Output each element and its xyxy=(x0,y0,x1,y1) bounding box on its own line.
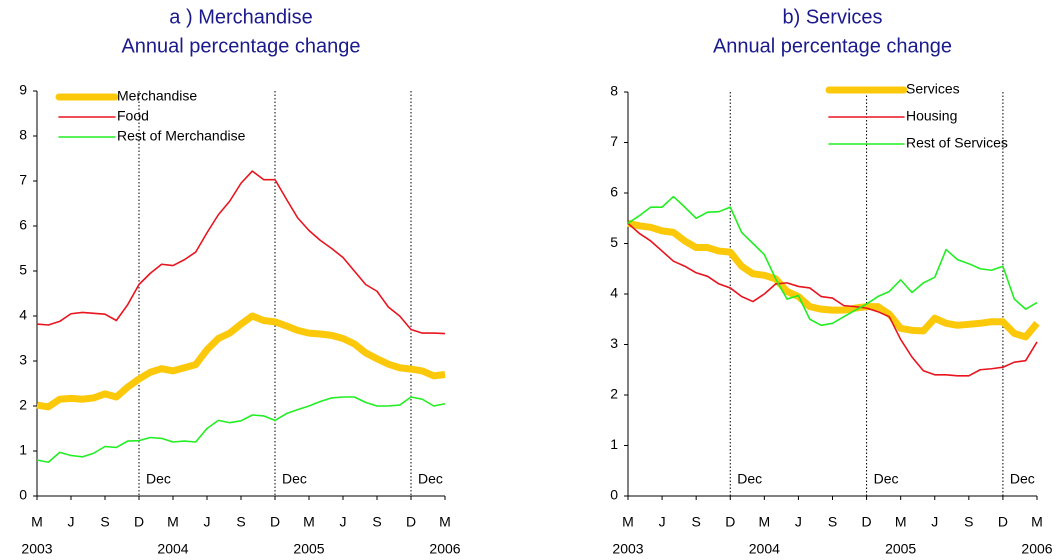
x-tick-label: D xyxy=(134,514,144,530)
year-label: 2003 xyxy=(21,541,52,557)
year-label: 2004 xyxy=(157,541,188,557)
year-label: 2005 xyxy=(293,541,324,557)
series-line xyxy=(627,195,1038,327)
x-tick-label: M xyxy=(895,514,907,530)
chart-title: b) Services xyxy=(782,6,882,28)
y-tick-label: 6 xyxy=(610,184,618,200)
x-tick-label: M xyxy=(622,514,634,530)
x-tick-label: M xyxy=(303,514,315,530)
y-tick-label: 3 xyxy=(610,335,618,351)
annotation-label: Dec xyxy=(1010,471,1035,487)
year-label: 2006 xyxy=(429,541,460,557)
year-label: 2003 xyxy=(612,541,643,557)
x-tick-label: S xyxy=(236,514,245,530)
x-tick-label: D xyxy=(406,514,416,530)
y-tick-label: 3 xyxy=(19,352,27,368)
y-tick-label: 7 xyxy=(610,133,618,149)
x-tick-label: J xyxy=(931,514,938,530)
x-tick-label: S xyxy=(372,514,381,530)
year-label: 2005 xyxy=(885,541,916,557)
annotation-label: Dec xyxy=(418,471,443,487)
y-tick-label: 6 xyxy=(19,217,27,233)
x-tick-label: J xyxy=(659,514,666,530)
series-line xyxy=(36,312,446,411)
y-tick-label: 8 xyxy=(19,127,27,143)
y-tick-label: 2 xyxy=(610,386,618,402)
y-tick-label: 2 xyxy=(19,397,27,413)
x-tick-label: D xyxy=(270,514,280,530)
annotation-label: Dec xyxy=(146,471,171,487)
legend-label: Services xyxy=(906,81,960,97)
x-tick-label: J xyxy=(204,514,211,530)
y-tick-label: 9 xyxy=(19,82,27,98)
x-tick-label: S xyxy=(100,514,109,530)
y-tick-label: 0 xyxy=(610,487,618,503)
x-tick-label: M xyxy=(758,514,770,530)
series-line xyxy=(627,222,1038,377)
year-label: 2004 xyxy=(749,541,780,557)
chart-title: a ) Merchandise xyxy=(169,6,312,28)
x-tick-label: D xyxy=(998,514,1008,530)
series-line xyxy=(36,396,446,464)
x-tick-label: M xyxy=(1031,514,1043,530)
legend-label: Rest of Merchandise xyxy=(117,128,246,144)
y-tick-label: 4 xyxy=(19,307,27,323)
y-tick-label: 1 xyxy=(19,442,27,458)
chart-subtitle: Annual percentage change xyxy=(713,35,952,57)
y-tick-label: 8 xyxy=(610,83,618,99)
chart-subtitle: Annual percentage change xyxy=(121,35,360,57)
legend-label: Food xyxy=(117,108,149,124)
y-tick-label: 0 xyxy=(19,487,27,503)
x-tick-label: D xyxy=(862,514,872,530)
x-tick-label: M xyxy=(167,514,179,530)
legend-label: Merchandise xyxy=(117,88,197,104)
y-tick-label: 5 xyxy=(19,262,27,278)
annotation-label: Dec xyxy=(737,471,762,487)
legend-label: Housing xyxy=(906,108,957,124)
series-line xyxy=(36,170,446,335)
annotation-label: Dec xyxy=(874,471,899,487)
x-tick-label: M xyxy=(439,514,451,530)
y-tick-label: 7 xyxy=(19,172,27,188)
x-tick-label: J xyxy=(795,514,802,530)
legend-label: Rest of Services xyxy=(906,135,1008,151)
annotation-label: Dec xyxy=(282,471,307,487)
y-tick-label: 4 xyxy=(610,285,618,301)
series-line xyxy=(627,219,1040,341)
x-tick-label: S xyxy=(828,514,837,530)
year-label: 2006 xyxy=(1021,541,1052,557)
x-tick-label: J xyxy=(340,514,347,530)
x-tick-label: S xyxy=(691,514,700,530)
y-tick-label: 5 xyxy=(610,234,618,250)
x-tick-label: J xyxy=(68,514,75,530)
x-tick-label: D xyxy=(725,514,735,530)
x-tick-label: M xyxy=(31,514,43,530)
y-tick-label: 1 xyxy=(610,436,618,452)
x-tick-label: S xyxy=(964,514,973,530)
